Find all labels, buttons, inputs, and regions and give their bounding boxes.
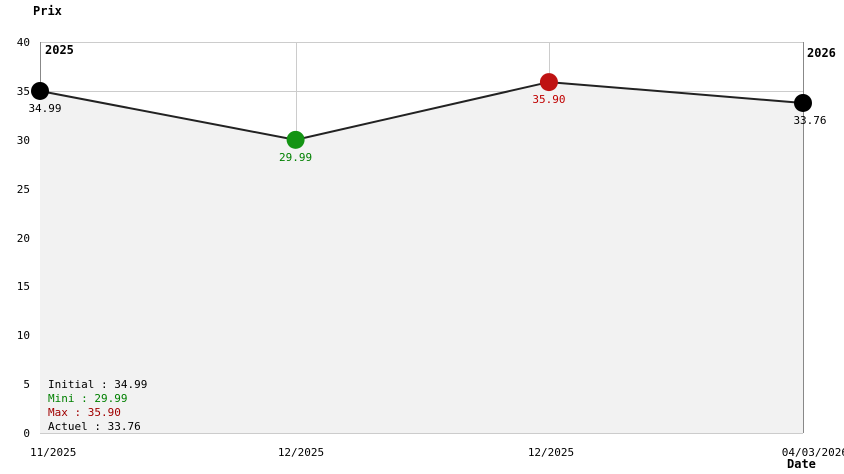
point-initial [31,81,49,100]
legend-item-mini: Mini : 29.99 [48,392,128,405]
point-mini [286,130,305,149]
x-tick-04-03-2026: 04/03/2026 [781,446,844,459]
price-line [39,81,804,141]
x-tick-11-2025: 11/2025 [30,446,77,459]
y-axis-title: Prix [33,4,62,18]
x-axis-title: Date [787,457,816,471]
y-tick-10: 10 [16,329,30,343]
y-tick-25: 25 [16,182,30,196]
year-label-2026: 2026 [807,46,836,60]
point-label-mini: 29.99 [279,150,313,164]
x-tick-12-2025-a: 12/2025 [277,446,325,459]
legend-item-initial: Initial : 34.99 [48,378,148,391]
y-tick-30: 30 [16,133,30,147]
legend-item-max: Max : 35.90 [48,406,121,419]
point-max [539,73,558,92]
point-label-actuel: 33.76 [793,113,827,127]
point-label-initial: 34.99 [28,101,62,115]
y-tick-40: 40 [16,36,30,49]
y-tick-5: 5 [23,378,30,392]
legend-item-actuel: Actuel : 33.76 [48,420,141,433]
point-label-max: 35.90 [532,93,566,107]
point-actuel [794,93,812,112]
x-tick-12-2025-b: 12/2025 [527,446,575,459]
y-tick-15: 15 [16,280,30,294]
y-tick-20: 20 [16,231,30,245]
y-tick-0: 0 [23,427,30,440]
price-area-fill [40,82,803,433]
year-label-2025: 2025 [45,43,74,57]
y-tick-35: 35 [16,84,30,98]
